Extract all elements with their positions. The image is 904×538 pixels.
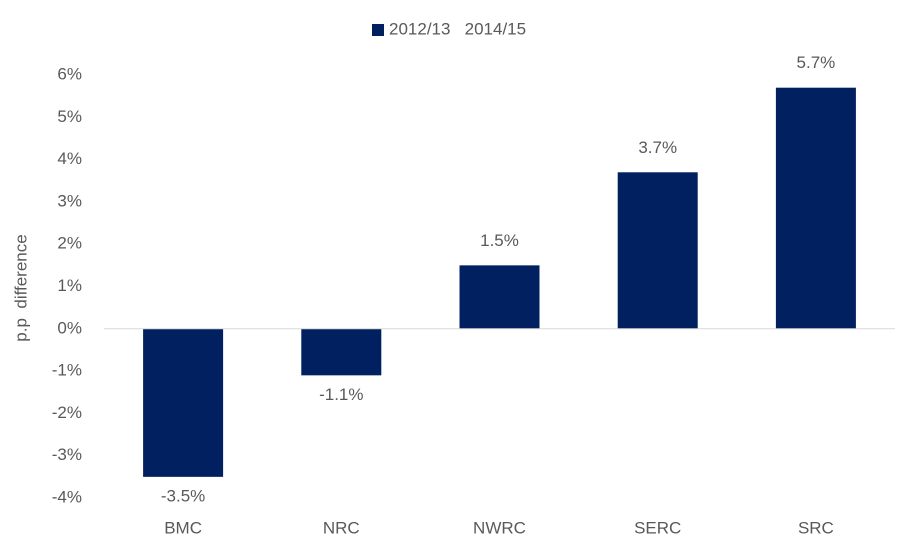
data-label: 5.7% — [797, 53, 836, 72]
y-tick-label: -3% — [52, 445, 82, 464]
y-tick-label: 1% — [57, 276, 82, 295]
y-tick-label: -1% — [52, 361, 82, 380]
legend-label: 2012/13 2014/15 — [389, 19, 526, 38]
x-tick-label: BMC — [164, 518, 202, 537]
y-tick-label: 5% — [57, 107, 82, 126]
y-tick-label: -4% — [52, 487, 82, 506]
y-tick-label: 6% — [57, 64, 82, 83]
y-tick-label: -2% — [52, 403, 82, 422]
data-label: 3.7% — [638, 138, 677, 157]
y-tick-label: 2% — [57, 234, 82, 253]
bar — [775, 87, 856, 329]
data-label: -1.1% — [319, 385, 363, 404]
x-tick-label: NRC — [323, 518, 360, 537]
y-axis-label: p.p difference — [11, 234, 30, 341]
y-tick-label: 0% — [57, 318, 82, 337]
bar — [301, 328, 382, 376]
bar — [617, 172, 698, 329]
x-tick-label: SERC — [634, 518, 681, 537]
bar — [143, 328, 224, 477]
y-tick-label: 3% — [57, 191, 82, 210]
data-label: -3.5% — [161, 486, 205, 505]
y-tick-label: 4% — [57, 149, 82, 168]
bar — [459, 265, 540, 329]
x-tick-label: NWRC — [473, 518, 526, 537]
x-tick-label: SRC — [798, 518, 834, 537]
data-label: 1.5% — [480, 231, 519, 250]
legend-swatch — [372, 24, 384, 36]
